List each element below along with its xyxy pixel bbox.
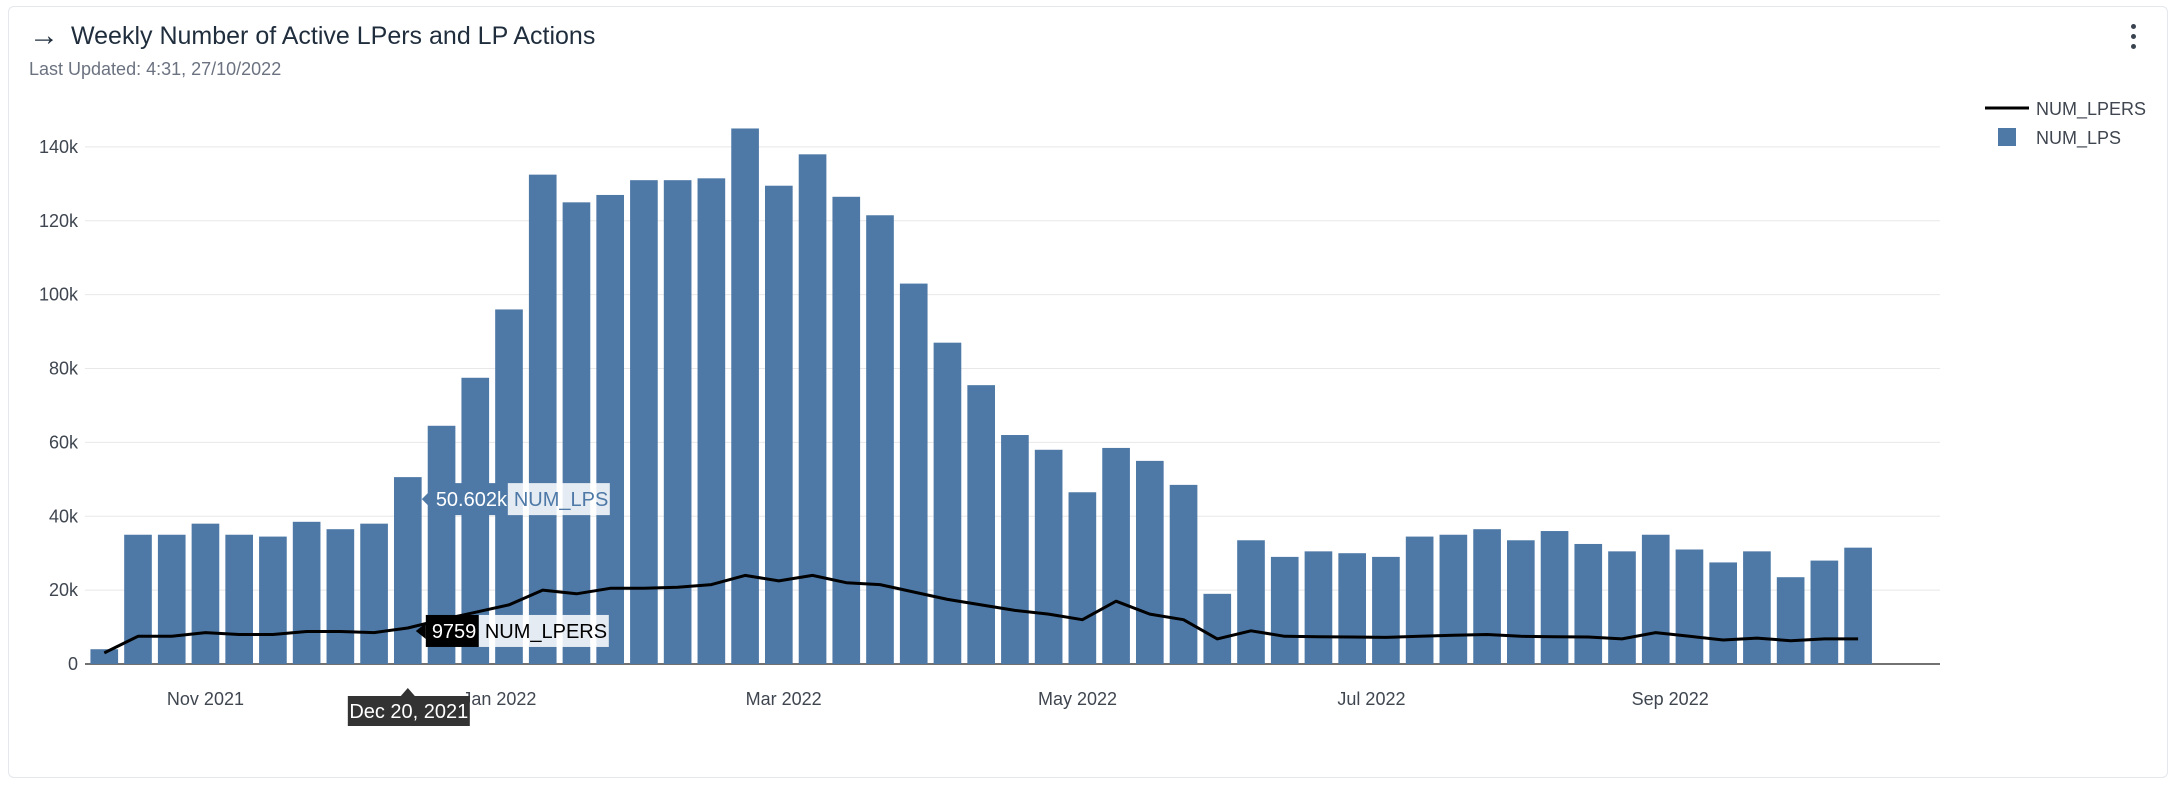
bar-num-lps[interactable]	[225, 534, 254, 664]
bar-num-lps[interactable]	[90, 649, 119, 664]
tooltip-lpers-name-bg	[478, 614, 609, 647]
legend-bar-swatch	[1998, 128, 2016, 146]
bar-num-lps[interactable]	[1135, 460, 1164, 664]
bar-num-lps[interactable]	[1270, 556, 1299, 664]
bar-num-lps[interactable]	[1102, 447, 1130, 664]
bar-num-lps[interactable]	[360, 523, 388, 664]
bar-num-lps[interactable]	[1776, 577, 1805, 664]
tooltip-lps-name: NUM_LPS	[514, 489, 608, 511]
chart-header: → Weekly Number of Active LPers and LP A…	[29, 21, 595, 80]
bar-num-lps[interactable]	[1743, 551, 1771, 664]
bar-num-lps[interactable]	[191, 523, 220, 664]
x-tick-label: Nov 2021	[167, 689, 244, 709]
bar-num-lps[interactable]	[1068, 492, 1097, 664]
tooltip-lps-value-bg	[429, 483, 508, 516]
bar-num-lps[interactable]	[1001, 435, 1029, 664]
bar-num-lps[interactable]	[663, 180, 692, 664]
bar-num-lps[interactable]	[124, 534, 152, 664]
y-tick-label: 40k	[49, 506, 79, 526]
bar-num-lps[interactable]	[1675, 549, 1704, 664]
arrow-right-icon[interactable]: →	[29, 19, 59, 52]
x-tick-label: Mar 2022	[746, 689, 822, 709]
bar-num-lps[interactable]	[1439, 534, 1468, 664]
more-vertical-icon[interactable]	[2123, 21, 2143, 51]
bar-num-lps[interactable]	[1372, 556, 1400, 664]
bar-num-lps[interactable]	[832, 196, 861, 664]
x-tick-label: Sep 2022	[1632, 689, 1709, 709]
bar-num-lps[interactable]	[1338, 553, 1367, 664]
line-layer	[103, 573, 1859, 655]
bar-num-lps[interactable]	[967, 385, 996, 664]
bar-num-lps[interactable]	[1506, 540, 1535, 664]
bar-num-lps[interactable]	[326, 529, 355, 664]
bar-num-lps[interactable]	[1304, 551, 1333, 664]
bar-num-lps[interactable]	[259, 536, 287, 664]
x-tick-label: Jan 2022	[462, 689, 536, 709]
bar-num-lps[interactable]	[1810, 560, 1839, 664]
axis-layer: 0 20k 40k 60k 80k 100k 120k 140k Nov 2021 Jan 202…	[39, 137, 1709, 709]
tooltip-date-label: Dec 20, 2021	[349, 701, 468, 723]
bar-num-lps[interactable]	[393, 477, 422, 664]
bar-num-lps[interactable]	[630, 180, 658, 664]
last-updated-text: Last Updated: 4:31, 27/10/2022	[29, 59, 282, 79]
legend[interactable]: NUM_LPERS NUM_LPS	[1985, 99, 2146, 149]
tooltip-date-bg	[347, 696, 470, 726]
bar-num-lps[interactable]	[933, 342, 962, 664]
bar-num-lps[interactable]	[1844, 547, 1872, 664]
bar-num-lps[interactable]	[1574, 543, 1603, 664]
bar-num-lps[interactable]	[1709, 562, 1738, 664]
bar-num-lps[interactable]	[1203, 593, 1232, 664]
title-row: → Weekly Number of Active LPers and LP A…	[29, 21, 595, 51]
chart-title[interactable]: Weekly Number of Active LPers and LP Act…	[71, 21, 596, 50]
tooltip-pointer	[421, 491, 430, 508]
bar-num-lps[interactable]	[1034, 449, 1063, 664]
bar-num-lps[interactable]	[292, 521, 321, 664]
tooltip-lps-value: 50.602k	[436, 489, 508, 511]
bar-num-lps[interactable]	[798, 154, 827, 664]
bar-num-lps[interactable]	[528, 174, 557, 664]
bars-layer	[90, 128, 1872, 665]
bar-num-lps[interactable]	[596, 194, 625, 665]
y-tick-label: 0	[68, 654, 78, 674]
x-tick-label: Jul 2022	[1337, 689, 1405, 709]
bar-num-lps[interactable]	[1540, 531, 1569, 664]
bar-num-lps[interactable]	[1608, 551, 1636, 664]
bar-num-lps[interactable]	[1641, 534, 1670, 664]
tooltip-lpers-value-bg	[425, 614, 479, 647]
x-tick-label: May 2022	[1038, 689, 1117, 709]
bar-num-lps[interactable]	[562, 202, 591, 665]
y-tick-label: 80k	[49, 359, 79, 379]
tooltip: 50.602k NUM_LPS 9759 NUM_LPERS Dec 20, 2021	[347, 483, 610, 726]
bar-num-lps[interactable]	[764, 185, 793, 665]
bar-num-lps[interactable]	[1169, 484, 1198, 664]
line-num-lpers[interactable]	[103, 573, 1859, 655]
legend-label-num-lps: NUM_LPS	[2036, 128, 2121, 149]
tooltip-lps-name-bg	[507, 483, 610, 516]
bar-num-lps[interactable]	[697, 178, 726, 664]
y-tick-label: 120k	[39, 211, 79, 231]
y-tick-label: 60k	[49, 432, 79, 452]
bar-num-lps[interactable]	[899, 283, 928, 664]
bar-num-lps[interactable]	[1405, 536, 1434, 664]
tooltip-pointer	[415, 622, 426, 639]
tooltip-lpers-name: NUM_LPERS	[485, 621, 607, 643]
legend-label-num-lpers: NUM_LPERS	[2036, 99, 2146, 120]
bar-num-lps[interactable]	[1473, 529, 1501, 664]
y-tick-label: 20k	[49, 580, 79, 600]
y-tick-label: 100k	[39, 285, 79, 305]
bar-num-lps[interactable]	[866, 215, 894, 664]
tooltip-lpers-value: 9759	[432, 621, 477, 643]
bar-num-lps[interactable]	[157, 534, 186, 664]
bar-num-lps[interactable]	[731, 128, 759, 664]
y-tick-label: 140k	[39, 137, 79, 157]
tooltip-date-pointer	[400, 688, 415, 696]
bar-num-lps[interactable]	[1237, 540, 1265, 664]
